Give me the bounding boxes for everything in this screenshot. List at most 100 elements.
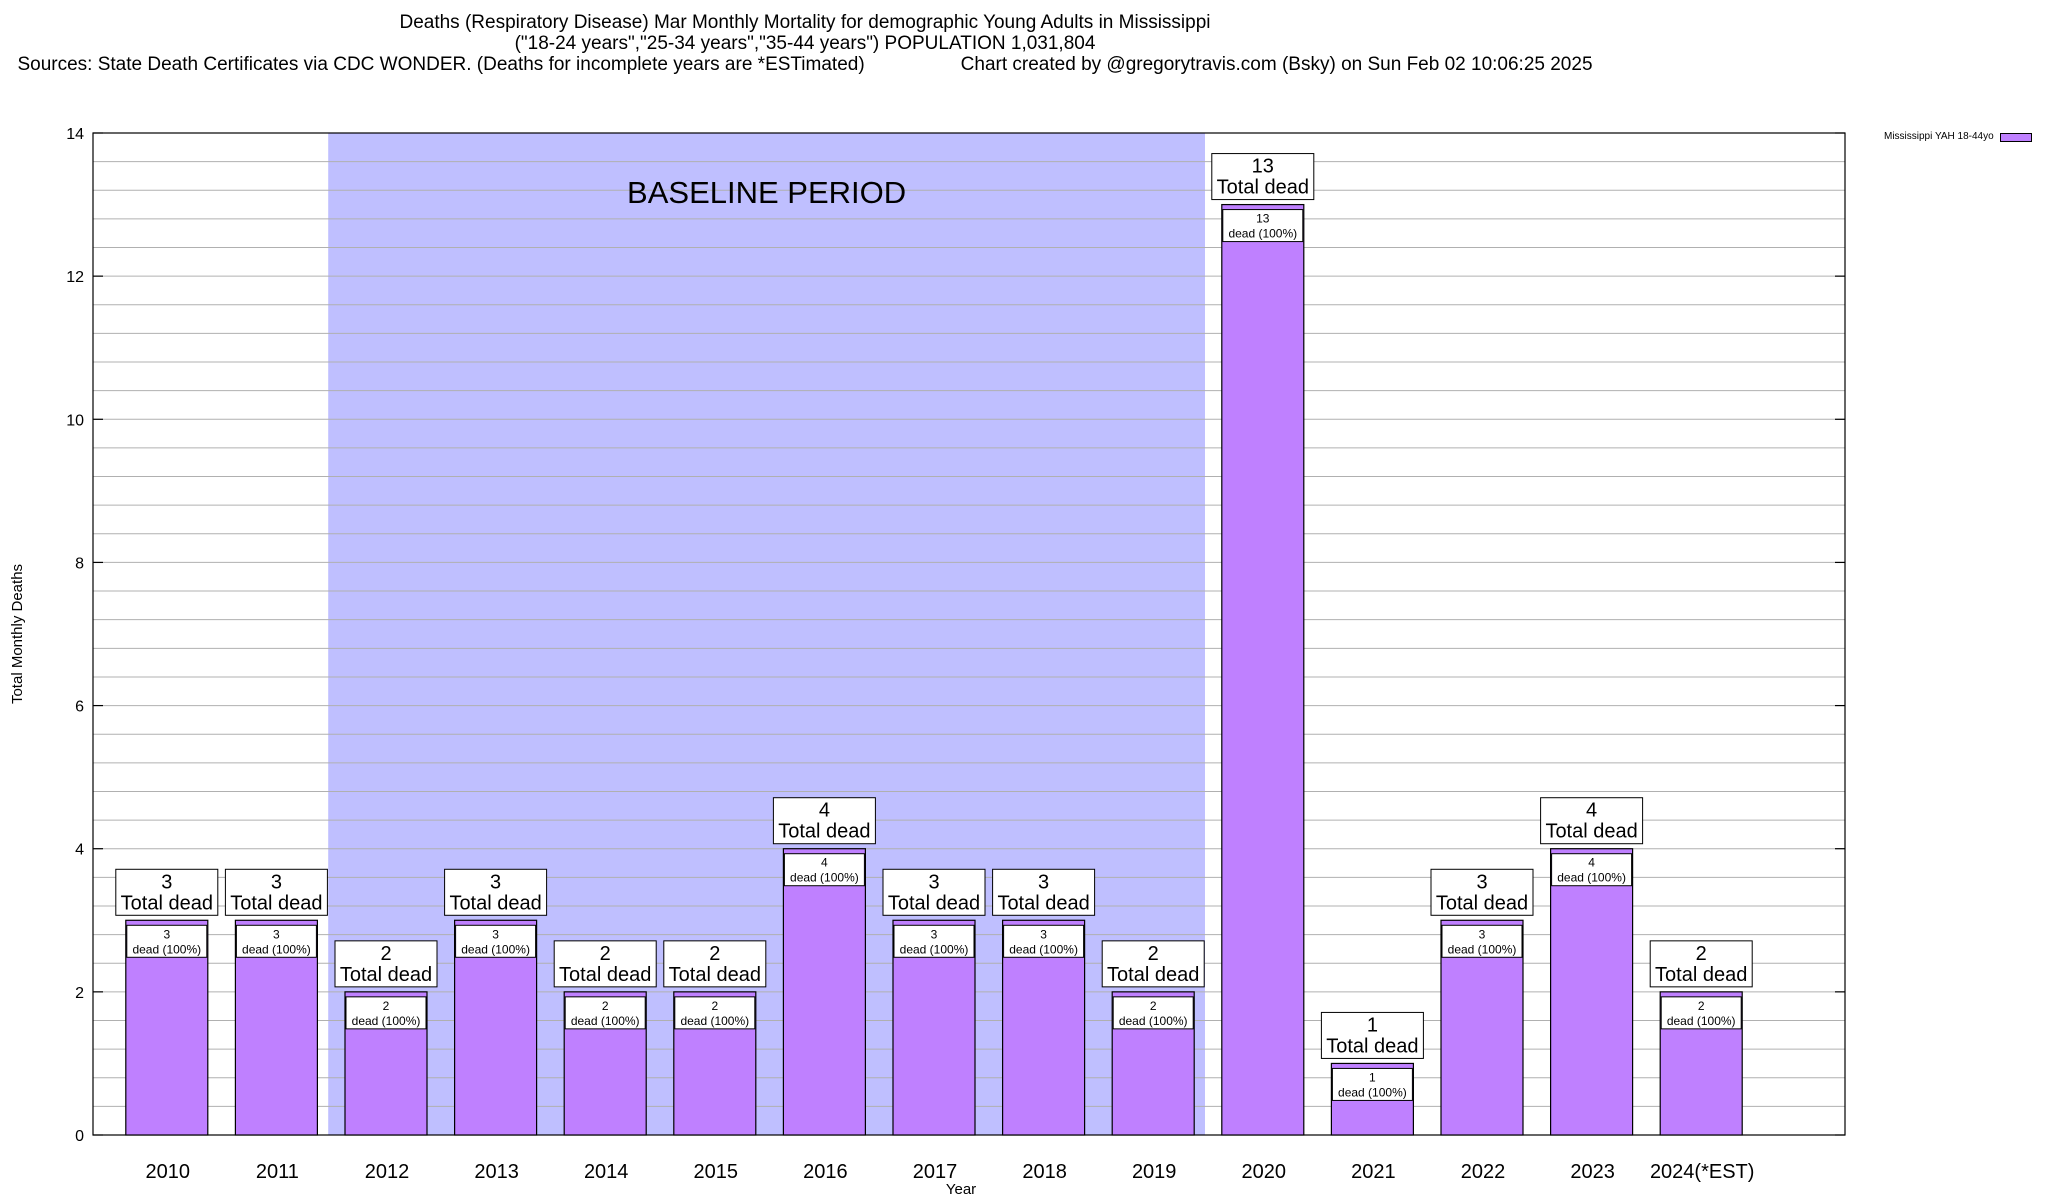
legend-label: Mississippi YAH 18-44yo	[1884, 131, 1994, 142]
segment-label-box	[1331, 1067, 1413, 1101]
x-tick-label: 2017	[913, 1161, 958, 1183]
total-label-text: Total dead	[449, 892, 541, 914]
total-label-text: Total dead	[1326, 1035, 1418, 1057]
x-tick-label: 2011	[256, 1161, 299, 1183]
x-tick-label: 2021	[1351, 1161, 1396, 1183]
segment-label-value: 3	[1040, 927, 1047, 941]
segment-label-box	[455, 924, 537, 958]
legend: Mississippi YAH 18-44yo	[1884, 131, 2032, 143]
segment-label-value: 2	[1698, 999, 1705, 1013]
total-label-box	[334, 940, 438, 988]
total-label-text: Total dead	[669, 964, 761, 986]
x-tick-label: 2012	[365, 1161, 410, 1183]
total-label-box	[882, 868, 986, 916]
total-label-value: 3	[271, 871, 282, 893]
total-label-text: Total dead	[997, 892, 1089, 914]
total-label-box	[772, 797, 876, 845]
segment-label-box	[893, 924, 975, 958]
segment-label-text: dead (100%)	[461, 942, 530, 956]
total-label-value: 1	[1367, 1014, 1378, 1036]
x-tick-label: 2022	[1461, 1161, 1506, 1183]
segment-label-text: dead (100%)	[571, 1014, 640, 1028]
total-label-text: Total dead	[230, 892, 322, 914]
total-label-value: 4	[1586, 800, 1597, 822]
total-label-value: 2	[600, 943, 611, 965]
total-label-value: 13	[1252, 156, 1274, 178]
total-label-value: 4	[819, 800, 830, 822]
segment-label-value: 1	[1369, 1070, 1376, 1084]
total-label-text: Total dead	[1107, 964, 1199, 986]
segment-label-box	[235, 924, 317, 958]
total-label-value: 2	[709, 943, 720, 965]
x-tick-label: 2023	[1570, 1161, 1615, 1183]
x-tick-label: 2019	[1132, 1161, 1177, 1183]
segment-label-text: dead (100%)	[352, 1014, 421, 1028]
segment-label-value: 3	[1479, 927, 1486, 941]
bar	[1221, 203, 1305, 1136]
total-label-text: Total dead	[1217, 177, 1309, 199]
x-tick-label: 2013	[474, 1161, 519, 1183]
y-tick-label: 10	[66, 412, 84, 429]
segment-label-value: 2	[711, 999, 718, 1013]
segment-label-value: 3	[931, 927, 938, 941]
segment-label-box	[1660, 996, 1742, 1030]
chart-credit: Chart created by @gregorytravis.com (Bsk…	[960, 54, 1593, 75]
y-tick-label: 14	[66, 126, 84, 143]
total-label-box	[992, 868, 1096, 916]
segment-label-text: dead (100%)	[1228, 227, 1297, 241]
x-tick-label: 2018	[1022, 1161, 1067, 1183]
total-label-value: 2	[1696, 943, 1707, 965]
total-label-box	[553, 940, 657, 988]
segment-label-text: dead (100%)	[242, 942, 311, 956]
y-tick-label: 2	[75, 985, 84, 1002]
total-label-text: Total dead	[340, 964, 432, 986]
total-label-value: 3	[928, 871, 939, 893]
segment-label-value: 2	[1150, 999, 1157, 1013]
segment-label-value: 3	[492, 927, 499, 941]
x-tick-label: 2010	[146, 1161, 191, 1183]
x-tick-label: 2016	[803, 1161, 848, 1183]
segment-label-box	[1003, 924, 1085, 958]
segment-label-value: 2	[383, 999, 390, 1013]
segment-label-box	[1222, 209, 1304, 243]
x-axis-label: Year	[946, 1181, 976, 1198]
total-label-value: 3	[490, 871, 501, 893]
segment-label-text: dead (100%)	[680, 1014, 749, 1028]
total-label-text: Total dead	[778, 821, 870, 843]
segment-label-box	[1441, 924, 1523, 958]
segment-label-text: dead (100%)	[1119, 1014, 1188, 1028]
total-label-value: 2	[1148, 943, 1159, 965]
y-tick-label: 8	[75, 555, 84, 572]
segment-label-value: 4	[821, 856, 828, 870]
total-label-text: Total dead	[121, 892, 213, 914]
total-label-box	[1320, 1011, 1424, 1059]
y-tick-label: 12	[66, 269, 84, 286]
segment-label-text: dead (100%)	[1667, 1014, 1736, 1028]
segment-label-value: 3	[163, 927, 170, 941]
legend-swatch	[1999, 132, 2032, 142]
segment-label-box	[674, 996, 756, 1030]
total-label-text: Total dead	[1545, 821, 1637, 843]
segment-label-text: dead (100%)	[790, 871, 859, 885]
segment-label-text: dead (100%)	[1448, 942, 1517, 956]
chart-subtitle: ("18-24 years","25-34 years","35-44 year…	[514, 33, 1096, 54]
bar	[782, 848, 867, 1136]
total-label-box	[1540, 797, 1644, 845]
total-label-value: 3	[1038, 871, 1049, 893]
x-tick-label: 2024(*EST)	[1650, 1161, 1755, 1183]
segment-label-box	[1551, 853, 1633, 887]
segment-label-text: dead (100%)	[1338, 1085, 1407, 1099]
y-tick-label: 4	[75, 842, 84, 859]
total-label-value: 3	[161, 871, 172, 893]
y-axis-label: Total Monthly Deaths	[9, 564, 26, 704]
x-tick-label: 2015	[694, 1161, 739, 1183]
total-label-value: 3	[1476, 871, 1487, 893]
total-label-value: 2	[380, 943, 391, 965]
total-label-text: Total dead	[1655, 964, 1747, 986]
chart-sources: Sources: State Death Certificates via CD…	[17, 54, 865, 75]
segment-label-value: 4	[1588, 856, 1595, 870]
total-label-box	[1211, 153, 1315, 201]
total-label-text: Total dead	[1436, 892, 1528, 914]
total-label-box	[224, 868, 328, 916]
